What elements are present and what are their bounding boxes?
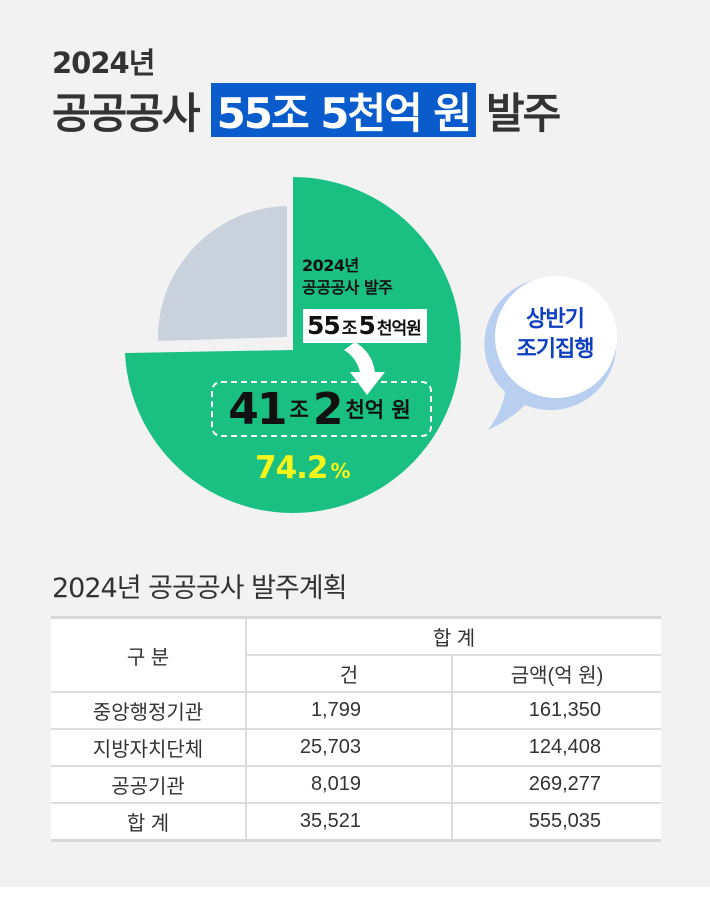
header-amount: 금액(억 원) — [451, 654, 661, 693]
row-count: 8,019 — [245, 765, 453, 804]
executed-unit: 천억 원 — [345, 398, 411, 422]
executed-hundred-billion: 2 — [312, 383, 344, 435]
total-trillion: 55 — [307, 311, 341, 340]
row-category: 지방자치단체 — [51, 728, 247, 767]
executed-trillion-unit: 조 — [289, 398, 309, 422]
table-header-row: 구 분 합 계 — [51, 616, 661, 693]
total-hundred-billion: 5 — [358, 311, 375, 340]
bubble-line-1: 상반기 — [526, 307, 585, 332]
table-total-row: 합 계 35,521 555,035 — [51, 802, 661, 842]
row-category: 합 계 — [51, 802, 247, 842]
row-amount: 124,408 — [451, 728, 661, 767]
executed-trillion: 41 — [228, 383, 287, 435]
executed-amount-box: 41 조 2 천억 원 — [211, 381, 432, 437]
table-row: 중앙행정기관 1,799 161,350 — [51, 691, 661, 730]
table-row: 지방자치단체 25,703 124,408 — [51, 728, 661, 767]
headline-prefix: 공공공사 — [52, 88, 201, 138]
pie-slice-remaining — [157, 206, 287, 341]
percent-value: 74.2 — [255, 450, 328, 486]
total-trillion-unit: 조 — [341, 319, 358, 339]
row-category: 중앙행정기관 — [51, 691, 247, 730]
total-unit: 천억원 — [376, 319, 422, 339]
headline: 공공공사 55조 5천억 원 발주 — [52, 82, 561, 138]
row-amount: 161,350 — [451, 691, 661, 730]
headline-highlight: 55조 5천억 원 — [210, 83, 477, 138]
bubble-line-2: 조기집행 — [516, 337, 595, 362]
pie-slice-executed — [125, 177, 461, 513]
order-plan-table: 구 분 합 계 건 금액(억 원) 중앙행정기관 1,799 161,350 지… — [51, 616, 661, 842]
row-amount: 555,035 — [451, 802, 661, 842]
speech-bubble — [484, 276, 617, 430]
headline-suffix: 발주 — [486, 88, 561, 138]
header-category: 구 분 — [51, 616, 247, 693]
row-count: 25,703 — [245, 728, 453, 767]
header-count: 건 — [246, 654, 453, 693]
total-amount-badge: 55 조 5 천억원 — [303, 309, 427, 343]
bubble-text: 상반기 조기집행 — [500, 305, 610, 365]
header-total-group: 합 계 — [245, 616, 661, 656]
percent-sign: % — [330, 459, 351, 483]
executed-percent: 74.2% — [255, 450, 351, 486]
row-count: 1,799 — [245, 691, 453, 730]
row-category: 공공기관 — [51, 765, 247, 804]
pie-label-year: 2024년 — [302, 256, 359, 275]
pie-label: 2024년 공공공사 발주 — [302, 255, 393, 299]
pie-label-title: 공공공사 발주 — [302, 278, 393, 297]
pie-chart — [125, 177, 617, 513]
row-count: 35,521 — [245, 802, 453, 842]
year-label: 2024년 — [52, 46, 155, 80]
table-title: 2024년 공공공사 발주계획 — [52, 573, 347, 604]
table-row: 공공기관 8,019 269,277 — [51, 765, 661, 804]
table-subheader-row: 건 금액(억 원) — [51, 654, 661, 693]
row-amount: 269,277 — [451, 765, 661, 804]
